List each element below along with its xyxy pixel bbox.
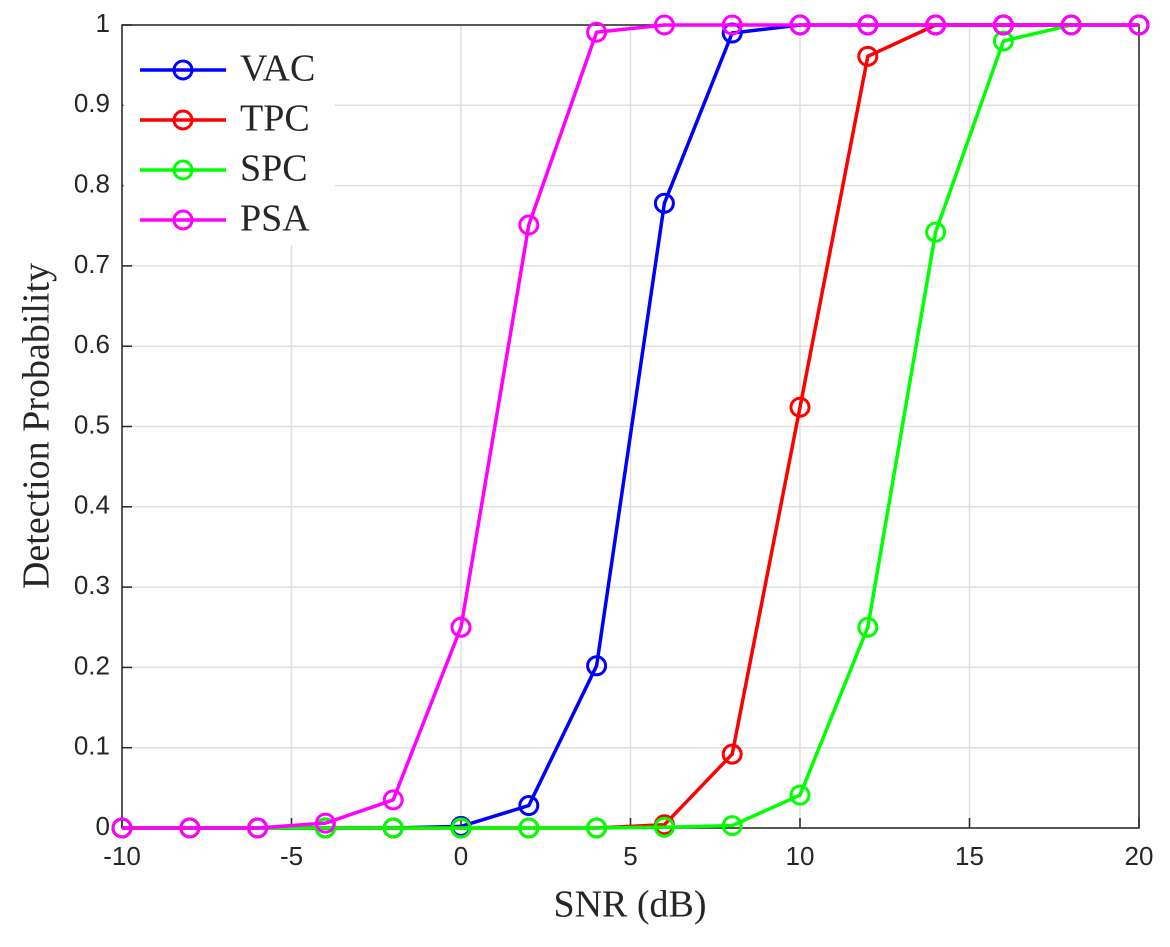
y-axis-label: Detection Probability — [16, 263, 58, 589]
y-tick-label: 0.7 — [74, 249, 110, 279]
y-tick-label: 0.8 — [74, 168, 110, 198]
marker — [721, 743, 743, 765]
legend-marker — [172, 109, 194, 131]
marker — [721, 815, 743, 837]
legend-marker — [172, 59, 194, 81]
marker — [925, 221, 947, 243]
marker — [653, 192, 675, 214]
legend-label: PSA — [240, 198, 310, 240]
x-tick-label: 15 — [955, 841, 984, 871]
marker — [586, 817, 608, 839]
marker — [857, 45, 879, 67]
x-tick-label: 10 — [786, 841, 815, 871]
marker — [789, 784, 811, 806]
y-tick-label: 0.4 — [74, 490, 110, 520]
marker — [247, 817, 269, 839]
marker — [1060, 14, 1082, 36]
marker — [721, 14, 743, 36]
marker — [518, 795, 540, 817]
legend-label: VAC — [240, 48, 315, 90]
x-tick-label: 0 — [454, 841, 468, 871]
x-tick-label: -5 — [280, 841, 303, 871]
legend-label: SPC — [240, 148, 308, 190]
marker — [789, 396, 811, 418]
marker — [450, 817, 472, 839]
marker — [314, 812, 336, 834]
marker — [992, 14, 1014, 36]
marker — [653, 14, 675, 36]
x-tick-label: -10 — [103, 841, 141, 871]
marker — [179, 817, 201, 839]
marker — [653, 816, 675, 838]
marker — [857, 14, 879, 36]
y-tick-label: 1 — [96, 8, 110, 38]
marker — [925, 14, 947, 36]
marker — [382, 817, 404, 839]
marker — [450, 616, 472, 638]
marker — [1128, 14, 1150, 36]
legend-label: TPC — [240, 98, 310, 140]
marker — [857, 616, 879, 638]
marker — [518, 817, 540, 839]
legend-marker — [172, 159, 194, 181]
y-tick-label: 0.2 — [74, 650, 110, 680]
series-line — [122, 23, 1139, 830]
marker — [586, 21, 608, 43]
y-tick-label: 0 — [96, 811, 110, 841]
y-tick-label: 0.9 — [74, 88, 110, 118]
y-tick-label: 0.6 — [74, 329, 110, 359]
series-line — [122, 23, 1139, 830]
x-tick-label: 20 — [1125, 841, 1154, 871]
legend-box — [123, 26, 335, 246]
y-tick-label: 0.5 — [74, 409, 110, 439]
marker — [518, 214, 540, 236]
marker — [382, 789, 404, 811]
x-tick-label: 5 — [623, 841, 637, 871]
marker — [586, 655, 608, 677]
marker — [992, 30, 1014, 52]
y-tick-label: 0.3 — [74, 570, 110, 600]
x-axis-label: SNR (dB) — [553, 884, 706, 926]
y-tick-label: 0.1 — [74, 731, 110, 761]
marker — [789, 14, 811, 36]
marker — [111, 817, 133, 839]
legend-marker — [172, 209, 194, 231]
